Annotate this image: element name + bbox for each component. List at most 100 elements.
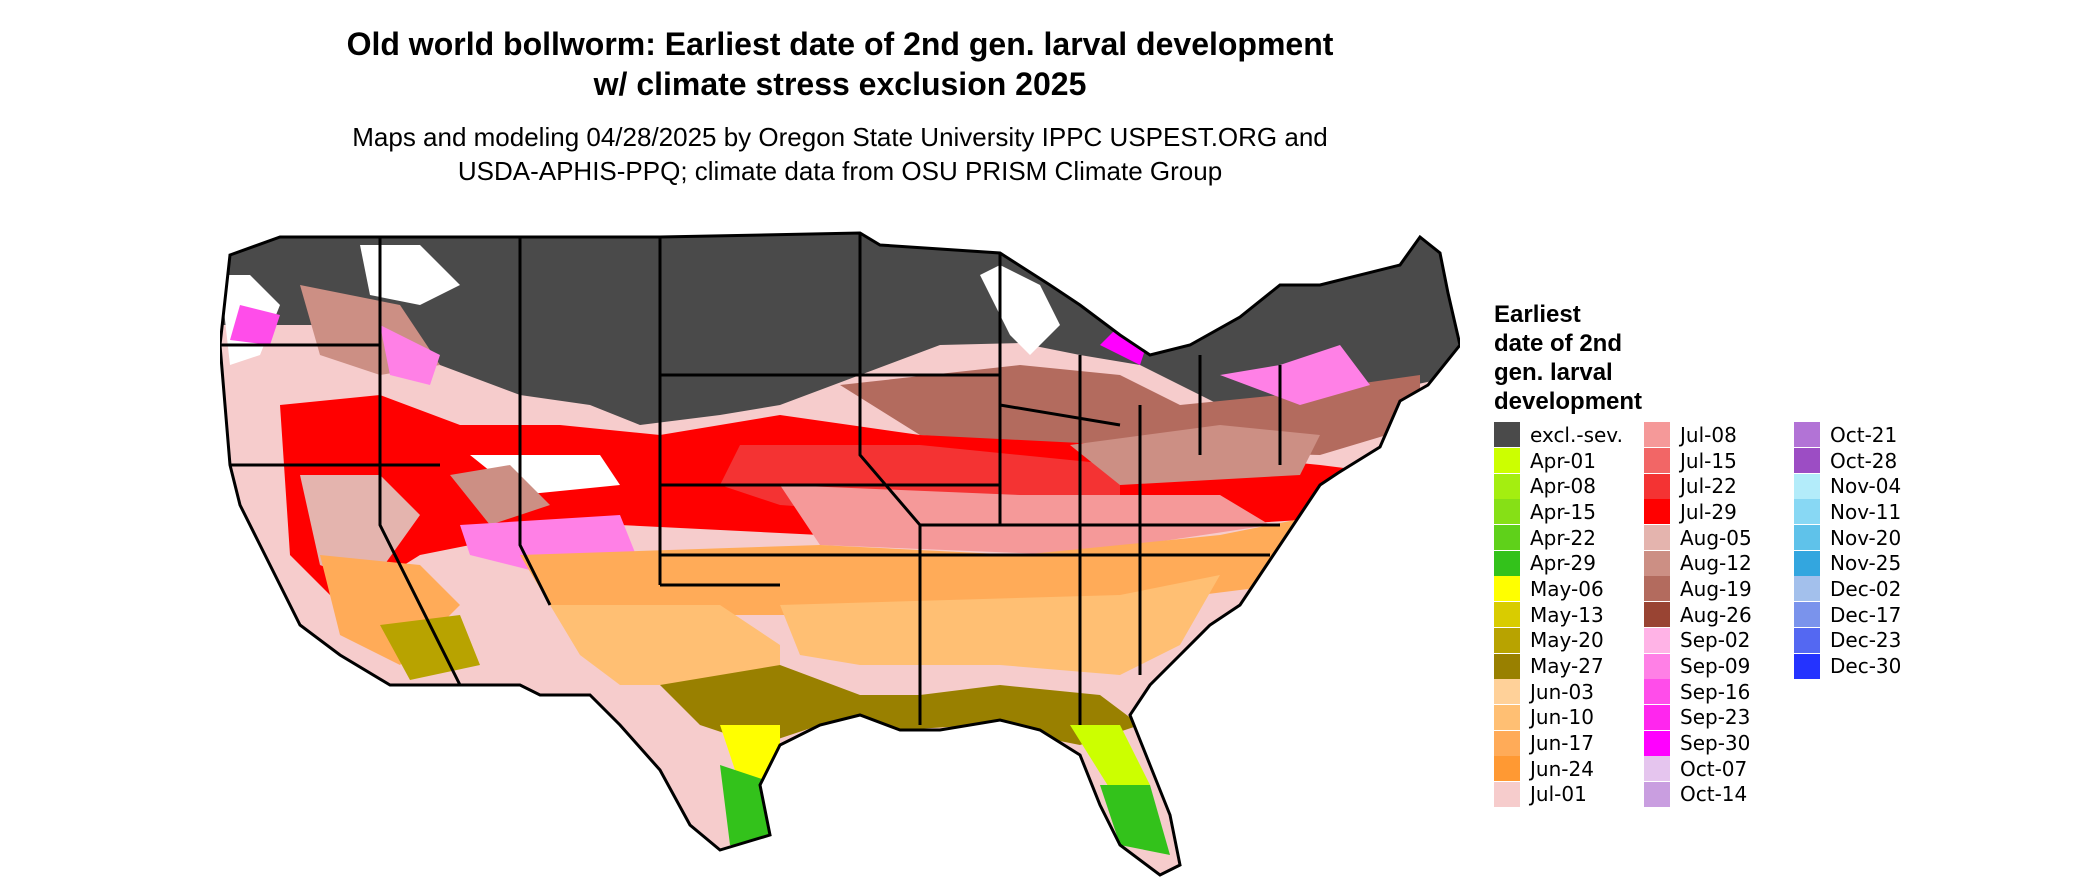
legend-item: Apr-15	[1494, 499, 1644, 525]
legend-swatch	[1494, 576, 1520, 602]
legend-swatch	[1494, 602, 1520, 628]
legend-label: May-27	[1530, 654, 1604, 679]
map-title-line2: w/ climate stress exclusion 2025	[593, 66, 1087, 102]
legend-label: Aug-05	[1680, 525, 1752, 550]
legend-label: Apr-01	[1530, 448, 1596, 473]
legend-item: Jun-03	[1494, 679, 1644, 705]
map-title-line1: Old world bollworm: Earliest date of 2nd…	[346, 26, 1334, 62]
legend-label: Aug-19	[1680, 576, 1752, 601]
legend-item: Aug-05	[1644, 525, 1794, 551]
legend-title: Earliest date of 2nd gen. larval develop…	[1494, 300, 1694, 416]
legend-item: Apr-29	[1494, 550, 1644, 576]
legend-item: Sep-02	[1644, 627, 1794, 654]
legend-title-line: date of 2nd	[1494, 330, 1623, 357]
legend-swatch	[1494, 627, 1520, 653]
legend-swatch	[1494, 473, 1520, 499]
legend-item: Jul-15	[1644, 448, 1794, 474]
map-subtitle-line2: USDA-APHIS-PPQ; climate data from OSU PR…	[457, 156, 1223, 186]
legend-swatch	[1644, 602, 1670, 628]
legend-label: Jun-24	[1530, 756, 1594, 781]
legend-columns: excl.-sev. Apr-01 Apr-08 Apr-15 Apr-22 Apr-29…	[1494, 422, 1944, 807]
legend-label: Oct-28	[1830, 448, 1898, 473]
legend-swatch	[1644, 704, 1670, 730]
legend-item: Oct-07	[1644, 756, 1794, 782]
legend-swatch	[1644, 756, 1670, 782]
legend-item: Jun-24	[1494, 756, 1644, 782]
legend-label: Oct-07	[1680, 756, 1748, 781]
legend-column: Jul-08 Jul-15 Jul-22 Jul-29 Aug-05 Aug-12 Aug-…	[1644, 422, 1794, 807]
legend-swatch	[1794, 627, 1820, 653]
legend-swatch	[1794, 653, 1820, 679]
legend-item: May-13	[1494, 602, 1644, 628]
legend-item: Jul-29	[1644, 499, 1794, 525]
legend-column: Oct-21 Oct-28 Nov-04 Nov-11 Nov-20 Nov-25 Dec-…	[1794, 422, 1944, 807]
legend-item: Oct-28	[1794, 448, 1944, 474]
legend-item: Jul-08	[1644, 422, 1794, 448]
legend-item: Dec-17	[1794, 602, 1944, 628]
legend-column: excl.-sev. Apr-01 Apr-08 Apr-15 Apr-22 Apr-29…	[1494, 422, 1644, 807]
legend-item: Apr-08	[1494, 473, 1644, 499]
legend-swatch	[1644, 525, 1670, 551]
legend-swatch	[1644, 576, 1670, 602]
legend-item: Sep-30	[1644, 730, 1794, 756]
legend-label: Jul-29	[1680, 499, 1737, 524]
legend-item: Oct-21	[1794, 422, 1944, 448]
legend-item: Nov-20	[1794, 525, 1944, 551]
legend-swatch	[1644, 781, 1670, 807]
legend-swatch	[1794, 473, 1820, 499]
legend-swatch	[1494, 679, 1520, 705]
legend-label: Sep-02	[1680, 628, 1751, 653]
legend-label: May-20	[1530, 628, 1604, 653]
legend-label: Jul-15	[1680, 448, 1737, 473]
legend-label: Sep-09	[1680, 654, 1751, 679]
legend-label: Jul-22	[1680, 474, 1737, 499]
map-legend: Earliest date of 2nd gen. larval develop…	[1494, 300, 1944, 807]
legend-label: Oct-21	[1830, 422, 1898, 447]
legend-label: Dec-23	[1830, 628, 1902, 653]
legend-swatch	[1494, 422, 1520, 448]
map-subtitle-line1: Maps and modeling 04/28/2025 by Oregon S…	[352, 122, 1328, 152]
legend-swatch	[1644, 730, 1670, 756]
legend-label: May-13	[1530, 602, 1604, 627]
legend-swatch	[1644, 473, 1670, 499]
legend-label: Sep-16	[1680, 679, 1751, 704]
legend-label: Jun-03	[1530, 679, 1594, 704]
legend-item: Aug-19	[1644, 576, 1794, 602]
legend-item: Aug-12	[1644, 550, 1794, 576]
legend-label: Nov-04	[1830, 474, 1902, 499]
legend-swatch	[1644, 422, 1670, 448]
legend-swatch	[1494, 653, 1520, 679]
legend-label: Apr-15	[1530, 499, 1596, 524]
legend-item: Sep-09	[1644, 653, 1794, 679]
legend-swatch	[1494, 704, 1520, 730]
legend-item: excl.-sev.	[1494, 422, 1644, 448]
legend-swatch	[1794, 576, 1820, 602]
legend-label: Aug-12	[1680, 551, 1752, 576]
us-map	[220, 231, 1460, 877]
legend-swatch	[1644, 627, 1670, 653]
legend-item: Dec-30	[1794, 653, 1944, 679]
legend-label: excl.-sev.	[1530, 422, 1623, 447]
legend-swatch	[1644, 653, 1670, 679]
legend-swatch	[1794, 499, 1820, 525]
legend-label: Nov-25	[1830, 551, 1902, 576]
legend-label: Sep-30	[1680, 731, 1751, 756]
legend-label: Dec-02	[1830, 576, 1902, 601]
legend-swatch	[1794, 422, 1820, 448]
legend-swatch	[1794, 602, 1820, 628]
legend-item: May-06	[1494, 576, 1644, 602]
legend-item: Apr-01	[1494, 448, 1644, 474]
legend-label: Jun-10	[1530, 705, 1594, 730]
legend-item: Nov-25	[1794, 550, 1944, 576]
legend-label: Jul-01	[1530, 782, 1587, 807]
legend-title-line: Earliest	[1494, 301, 1581, 328]
legend-swatch	[1494, 499, 1520, 525]
legend-label: Jun-17	[1530, 731, 1594, 756]
legend-item: Nov-11	[1794, 499, 1944, 525]
legend-item: Jul-22	[1644, 473, 1794, 499]
legend-item: Oct-14	[1644, 781, 1794, 808]
legend-item: Dec-02	[1794, 576, 1944, 602]
legend-swatch	[1494, 525, 1520, 551]
legend-swatch	[1494, 781, 1520, 807]
legend-label: Apr-08	[1530, 474, 1596, 499]
